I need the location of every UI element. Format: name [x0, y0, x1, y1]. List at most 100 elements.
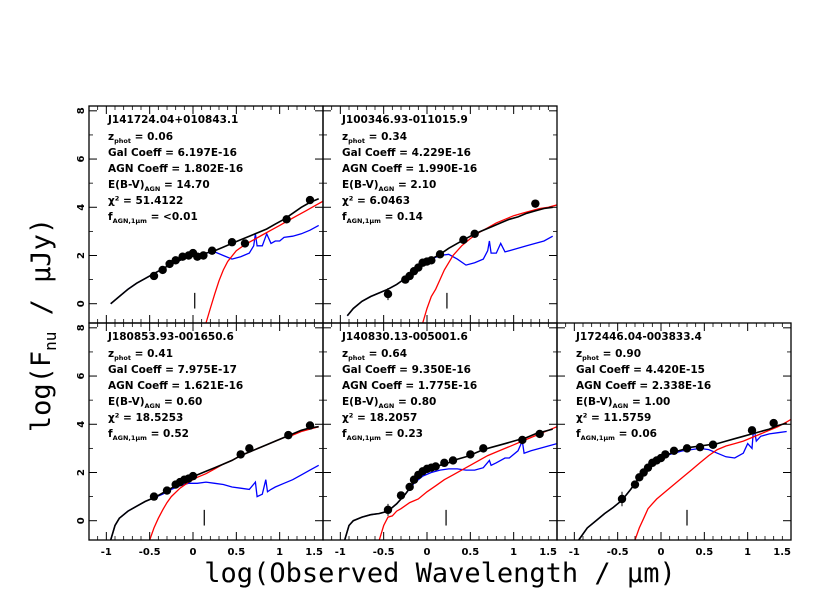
y-axis-title-subscript: nu — [41, 332, 60, 351]
panel-annotation: χ² = 6.0463 — [342, 195, 410, 207]
data-point — [435, 250, 445, 259]
panel-annotation: Gal Coeff = 4.420E-15 — [576, 364, 705, 376]
panel-annotation: AGN Coeff = 1.802E-16 — [108, 163, 243, 175]
data-point — [305, 195, 315, 205]
x-tick-label: 1.5 — [305, 547, 323, 558]
panel-annotation: fAGN,1μm = 0.06 — [576, 428, 657, 442]
x-tick-label: 0.5 — [227, 547, 245, 558]
x-tick-label: -1 — [569, 547, 580, 558]
panel-annotation: AGN Coeff = 1.775E-16 — [342, 380, 477, 392]
data-point — [383, 289, 393, 299]
data-point — [630, 480, 640, 489]
panel-annotation: χ² = 51.4122 — [108, 195, 183, 207]
data-point — [466, 450, 475, 459]
panel-annotation: fAGN,1μm = 0.23 — [342, 428, 423, 442]
data-point — [661, 450, 670, 459]
y-tick-label: 6 — [76, 156, 87, 163]
panel-annotation: χ² = 18.5253 — [108, 412, 183, 424]
panel-annotation: fAGN,1μm = 0.52 — [108, 428, 189, 442]
y-tick-label: 2 — [76, 469, 87, 476]
panel-annotation: Gal Coeff = 7.975E-17 — [108, 364, 237, 376]
data-point — [158, 265, 167, 275]
data-point — [245, 444, 254, 453]
data-point — [236, 450, 245, 459]
panel-annotation: E(B-V)AGN = 2.10 — [342, 179, 436, 193]
data-point — [769, 418, 778, 428]
data-point — [171, 256, 180, 265]
data-point — [149, 271, 159, 281]
y-axis-title-rest: / μJy) — [26, 218, 57, 332]
x-tick-label: -0.5 — [139, 547, 161, 558]
data-point — [227, 238, 237, 247]
panel-annotation: E(B-V)AGN = 0.80 — [342, 396, 436, 410]
panel-annotation: AGN Coeff = 2.338E-16 — [576, 380, 711, 392]
series-line-agn — [378, 426, 557, 540]
panel-annotation: zphot = 0.41 — [108, 348, 173, 362]
x-tick-label: -0.5 — [373, 547, 395, 558]
series-line-agn — [422, 204, 557, 323]
y-tick-label: 4 — [76, 204, 87, 211]
y-tick-label: 8 — [76, 324, 87, 331]
x-tick-label: 0.5 — [695, 547, 713, 558]
data-point — [284, 430, 293, 440]
y-tick-label: 8 — [76, 107, 87, 114]
data-point — [669, 446, 679, 455]
x-tick-label: 0 — [658, 547, 665, 558]
x-tick-label: 0.5 — [461, 547, 479, 558]
data-point — [431, 462, 440, 471]
series-line-total — [346, 206, 553, 317]
panel-annotation: χ² = 18.2057 — [342, 412, 417, 424]
panel-source-id: J140830.13-005001.6 — [341, 331, 468, 343]
data-point — [479, 444, 488, 453]
panel-annotation: E(B-V)AGN = 0.60 — [108, 396, 202, 410]
panel-annotation: E(B-V)AGN = 14.70 — [108, 179, 210, 193]
data-point — [149, 492, 159, 501]
data-point — [305, 421, 315, 430]
x-axis-title: log(Observed Wavelength / μm) — [204, 558, 675, 589]
series-line-galaxy — [578, 426, 787, 540]
x-tick-label: 1.5 — [773, 547, 791, 558]
y-axis-title-main: log(F — [26, 351, 57, 432]
data-point — [531, 199, 540, 208]
data-point — [383, 505, 393, 515]
data-point — [747, 426, 757, 435]
panel-frame — [556, 322, 792, 541]
panel-annotation: Gal Coeff = 4.229E-16 — [342, 147, 471, 159]
panels-group: 0 2 4 6 8 J141724.04+010843.1 zphot = 0.06 Gal … — [76, 105, 792, 558]
x-tick-label: 1.5 — [539, 547, 557, 558]
panel-annotation: χ² = 11.5759 — [576, 412, 651, 424]
series-line-total — [109, 425, 319, 540]
panel-source-id: J141724.04+010843.1 — [107, 114, 238, 126]
sed-panel: -1 -0.5 0 0.5 1 1.5 J172446.04-003833.4 zphot =… — [556, 322, 792, 558]
data-point — [282, 215, 291, 224]
data-point — [396, 491, 406, 500]
data-point — [695, 442, 705, 452]
panel-annotation: AGN Coeff = 1.621E-16 — [108, 380, 243, 392]
x-tick-label: 1 — [510, 547, 517, 558]
data-point — [535, 429, 544, 439]
data-point — [682, 444, 692, 453]
panel-annotation: AGN Coeff = 1.990E-16 — [342, 163, 477, 175]
panel-annotation: zphot = 0.06 — [108, 131, 173, 145]
x-tick-label: -0.5 — [607, 547, 629, 558]
y-tick-label: 0 — [76, 517, 87, 524]
x-tick-label: 1 — [276, 547, 283, 558]
data-point — [240, 239, 250, 248]
data-point — [459, 235, 468, 245]
sed-panel: J100346.93-011015.9 zphot = 0.34 Gal Coeff… — [322, 105, 558, 324]
data-point — [440, 458, 449, 468]
x-tick-label: -1 — [335, 547, 346, 558]
y-axis-title: log(Fnu / μJy) — [26, 218, 60, 432]
data-point — [188, 471, 198, 481]
x-tick-label: 0 — [424, 547, 431, 558]
data-point — [199, 251, 208, 260]
panel-annotation: Gal Coeff = 6.197E-16 — [108, 147, 237, 159]
data-point — [207, 246, 217, 255]
series-line-agn — [634, 418, 791, 540]
data-point — [470, 229, 479, 238]
y-tick-label: 0 — [76, 300, 87, 307]
panel-annotation: fAGN,1μm = <0.01 — [108, 211, 198, 225]
panel-annotation: E(B-V)AGN = 1.00 — [576, 396, 670, 410]
data-point — [518, 435, 527, 445]
series-line-total — [343, 428, 553, 540]
